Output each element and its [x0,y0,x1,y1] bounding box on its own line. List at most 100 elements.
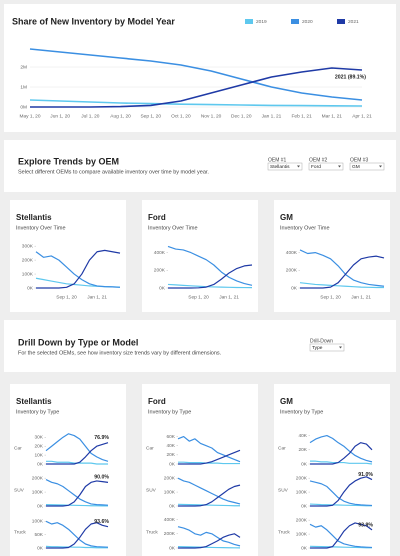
annotation: 93.6% [94,519,109,525]
card [142,384,258,556]
series-line [178,449,241,465]
y-tick-label: 400K [154,250,166,256]
card [274,200,390,312]
row-label: SUV [278,487,289,493]
y-tick-label: 40K [166,443,175,449]
row-label: SUV [14,487,25,493]
y-tick-label: 0K [301,503,308,509]
y-tick-label: 0K [291,285,298,291]
series-line [310,442,373,465]
legend-label: 2021 [348,19,359,25]
series-line [29,99,363,107]
y-tick-label: 0K [37,503,44,509]
series-line [45,433,109,462]
series-line [29,48,363,101]
section-title: Drill Down by Type or Model [18,337,138,347]
dropdown-value: Ford [311,164,321,170]
series-line [299,282,385,289]
series-line [177,435,241,463]
y-tick-label: 100K [32,489,44,495]
series-line [167,283,253,289]
dropdown-arrow [339,346,342,349]
series-line [309,434,373,463]
y-tick-label: 100K [164,489,176,495]
x-tick-label: Sep 1, 20 [56,294,77,300]
legend-label: 2020 [302,19,313,25]
y-tick-label: 0K [37,545,44,551]
y-tick-label: 200K [296,475,308,481]
chart-title: Share of New Inventory by Model Year [12,16,175,26]
chart-title: Ford [148,213,166,222]
chart-title: Stellantis [16,213,52,222]
annotation: 2021 (89.1%) [335,74,366,80]
dropdown-arrow [379,165,382,168]
legend-swatch [245,19,253,24]
series-line [310,522,373,549]
y-tick-label: 0K [169,461,176,467]
series-line [45,545,108,549]
series-line [309,480,373,507]
x-tick-label: Aug 1, 20 [110,113,131,119]
y-tick-label: 2M [20,64,27,70]
section-subtitle: For the selected OEMs, see how inventory… [18,350,222,356]
series-line [309,503,372,507]
series-line [30,67,363,108]
row-label: Car [14,445,22,451]
row-label: Car [146,445,154,451]
panel-title: Ford [148,397,166,406]
series-line [178,484,241,507]
series-line [46,522,109,549]
series-line [299,249,385,287]
dropdown-value: Stellantis [270,164,290,170]
selector-label: OEM #2 [309,157,328,163]
y-tick-label: 0M [20,104,27,110]
y-tick-label: 100K [22,271,34,277]
y-tick-label: 20K [298,447,307,453]
annotation: 76.9% [94,435,109,441]
series-line [309,545,372,549]
y-tick-label: 200K [22,257,34,263]
y-tick-label: 400K [286,250,298,256]
series-line [310,476,373,507]
series-line [168,264,253,289]
selector-label: OEM #3 [350,157,369,163]
dropdown-arrow [297,165,300,168]
chart-subtitle: Inventory Over Time [280,225,330,231]
row-label: SUV [146,487,157,493]
x-tick-label: Jan 1, 21 [262,113,282,119]
dropdown[interactable] [309,343,345,352]
section-subtitle: Select different OEMs to compare availab… [18,169,209,175]
legend-swatch [291,19,299,24]
dropdown[interactable] [349,162,385,171]
y-tick-label: 200K [296,517,308,523]
y-tick-label: 0K [27,285,34,291]
y-tick-label: 20K [34,443,43,449]
x-tick-label: Sep 1, 20 [320,294,341,300]
y-tick-label: 200K [32,475,44,481]
series-line [177,545,241,549]
chart-subtitle: Inventory Over Time [148,225,198,231]
dropdown[interactable] [308,162,344,171]
row-label: Truck [14,529,26,535]
y-tick-label: 300K [22,243,34,249]
legend-swatch [337,19,345,24]
y-tick-label: 200K [164,531,176,537]
y-tick-label: 40K [298,433,307,439]
x-tick-label: Jun 1, 20 [50,113,70,119]
y-tick-label: 200K [154,268,166,274]
panel-title: Stellantis [16,397,52,406]
series-line [310,460,373,465]
chart-subtitle: Inventory Over Time [16,225,66,231]
series-line [167,245,253,286]
dropdown[interactable] [267,162,303,171]
x-tick-label: Nov 1, 20 [201,113,222,119]
y-tick-label: 100K [296,531,308,537]
row-label: Truck [278,529,290,535]
row-label: Car [278,445,286,451]
y-tick-label: 100K [296,489,308,495]
card [10,384,126,556]
series-line [177,477,241,505]
chart-title: GM [280,213,293,222]
